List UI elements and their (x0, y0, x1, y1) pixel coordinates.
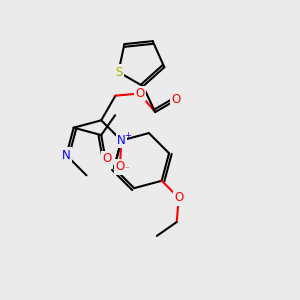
Text: O: O (102, 152, 112, 165)
Text: O: O (174, 191, 183, 204)
Text: O: O (135, 87, 144, 100)
Text: O: O (172, 93, 181, 106)
Text: S: S (115, 65, 122, 79)
Text: ⁻: ⁻ (124, 166, 129, 175)
Text: +: + (124, 130, 131, 140)
Text: N: N (62, 149, 71, 162)
Text: O: O (115, 160, 124, 173)
Text: N: N (117, 134, 126, 147)
